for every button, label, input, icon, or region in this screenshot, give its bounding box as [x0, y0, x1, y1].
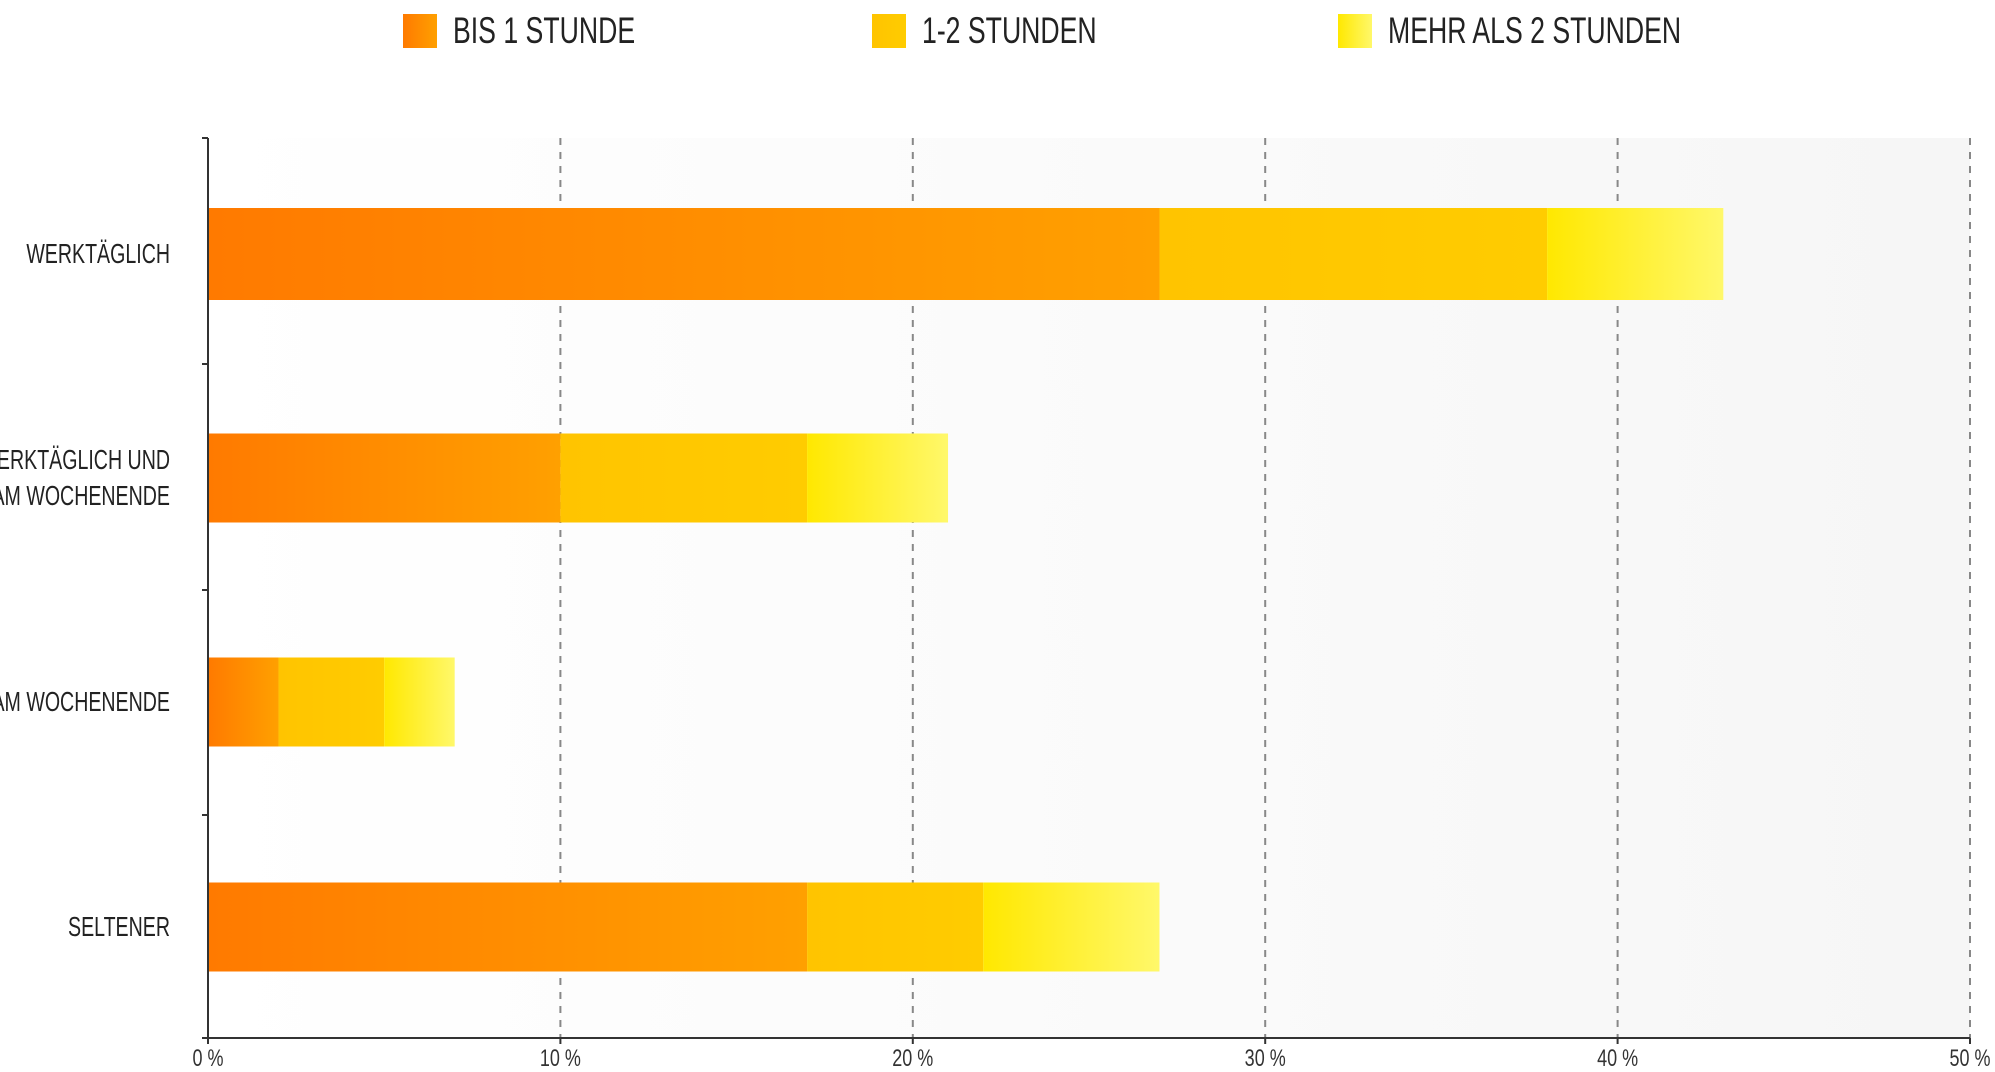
- legend-swatch: [403, 14, 437, 48]
- legend: BIS 1 STUNDE 1-2 STUNDEN MEHR ALS 2 STUNDE…: [0, 0, 1995, 70]
- bar-0-series-2: [1547, 208, 1724, 300]
- bar-1-series-0: [208, 433, 561, 523]
- legend-item-2: MEHR ALS 2 STUNDEN: [1338, 6, 1795, 56]
- x-tick-label-40: 40 %: [1597, 1046, 1638, 1072]
- x-tick-label-30: 30 %: [1245, 1046, 1286, 1072]
- bar-2-series-0: [208, 657, 279, 747]
- legend-label: 1-2 STUNDEN: [922, 10, 1097, 51]
- legend-label: MEHR ALS 2 STUNDEN: [1388, 10, 1682, 51]
- bar-0-series-1: [1159, 208, 1548, 300]
- bar-3-series-1: [807, 882, 984, 972]
- category-label-line: WERKTÄGLICH UND: [0, 445, 170, 476]
- bar-3-series-2: [983, 882, 1160, 972]
- bar-1-series-2: [807, 433, 949, 523]
- category-label-line: WERKTÄGLICH: [26, 239, 170, 270]
- bar-2-series-2: [384, 657, 455, 747]
- bar-1-series-1: [560, 433, 808, 523]
- category-label-line: AM WOCHENENDE: [0, 687, 170, 718]
- x-tick-label-10: 10 %: [540, 1046, 581, 1072]
- x-tick-label-0: 0 %: [192, 1046, 223, 1072]
- category-label-line: SELTENER: [68, 912, 170, 943]
- category-label-3: SELTENER: [68, 912, 170, 943]
- bar-2-series-1: [278, 657, 385, 747]
- category-label-line: AM WOCHENENDE: [0, 481, 170, 512]
- x-tick-label-20: 20 %: [892, 1046, 933, 1072]
- category-label-1: WERKTÄGLICH UND AM WOCHENENDE: [0, 445, 170, 512]
- legend-item-1: 1-2 STUNDEN: [872, 6, 1165, 56]
- category-label-0: WERKTÄGLICH: [26, 239, 170, 270]
- legend-label: BIS 1 STUNDE: [453, 10, 636, 51]
- legend-swatch: [872, 14, 906, 48]
- legend-item-0: BIS 1 STUNDE: [403, 6, 706, 56]
- category-label-2: AM WOCHENENDE: [0, 687, 170, 718]
- legend-swatch: [1338, 14, 1372, 48]
- bar-3-series-0: [208, 882, 808, 972]
- bar-0-series-0: [208, 208, 1160, 300]
- x-tick-label-50: 50 %: [1949, 1046, 1990, 1072]
